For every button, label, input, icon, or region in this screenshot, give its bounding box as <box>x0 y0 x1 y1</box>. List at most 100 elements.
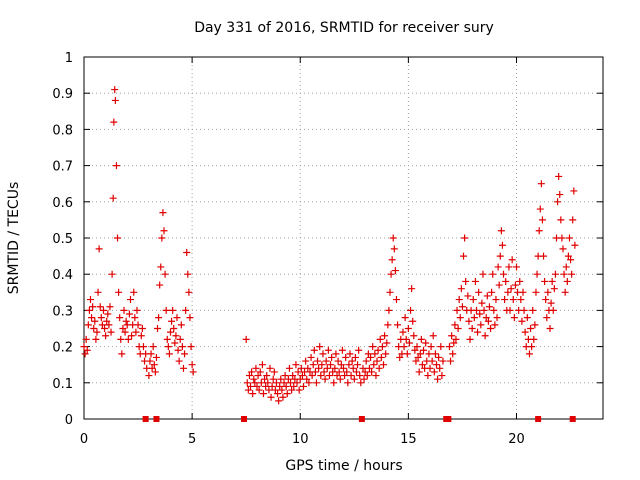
data-point <box>536 205 544 213</box>
data-point <box>471 277 479 285</box>
data-point <box>368 368 376 376</box>
data-point <box>161 270 169 278</box>
data-point <box>418 361 426 369</box>
data-point <box>481 332 489 340</box>
data-point <box>468 325 476 332</box>
data-point <box>495 281 503 289</box>
gap-marker <box>445 416 452 422</box>
x-tick-label: 5 <box>188 432 196 447</box>
data-point <box>381 332 389 340</box>
data-point <box>116 314 124 322</box>
data-point <box>375 364 383 372</box>
data-point <box>103 317 111 325</box>
data-point <box>377 353 385 361</box>
data-point <box>119 325 127 332</box>
data-point <box>562 263 570 271</box>
data-point <box>347 372 355 380</box>
data-point <box>548 277 556 285</box>
data-point <box>138 325 146 332</box>
data-point <box>399 328 407 336</box>
data-point <box>546 325 554 332</box>
x-tick-label: 10 <box>292 432 309 447</box>
data-point <box>474 328 482 336</box>
x-axis-title: GPS time / hours <box>285 458 402 474</box>
data-point <box>396 353 404 361</box>
data-point <box>330 379 338 387</box>
data-point <box>290 382 298 390</box>
data-point <box>496 252 504 260</box>
data-point <box>455 296 463 304</box>
data-point <box>336 375 344 383</box>
data-point <box>254 372 262 380</box>
y-tick-label: 1 <box>65 51 73 66</box>
data-point <box>490 306 498 314</box>
data-point <box>160 227 168 235</box>
data-point <box>528 343 536 351</box>
data-point <box>518 317 526 325</box>
data-point <box>477 321 485 329</box>
data-point <box>370 361 378 369</box>
data-point <box>516 277 524 285</box>
data-point <box>525 350 533 358</box>
data-point <box>322 357 330 365</box>
data-point <box>425 350 433 358</box>
data-point <box>164 343 172 351</box>
data-point <box>371 350 379 358</box>
data-point <box>276 382 284 390</box>
data-point <box>157 263 165 271</box>
data-point <box>102 332 110 340</box>
data-point <box>99 306 107 314</box>
data-point <box>287 379 295 387</box>
data-point <box>320 368 328 376</box>
data-point <box>131 314 139 322</box>
data-point <box>527 325 535 332</box>
data-point <box>557 216 565 224</box>
data-point <box>424 372 432 380</box>
data-point <box>458 303 466 311</box>
data-point <box>563 277 571 285</box>
gap-marker <box>535 416 542 422</box>
data-point <box>279 393 287 401</box>
data-point <box>149 343 157 351</box>
data-point <box>288 386 296 394</box>
data-point <box>411 346 419 354</box>
data-point <box>550 285 558 293</box>
data-point <box>271 386 279 394</box>
data-point <box>530 335 538 343</box>
data-point <box>384 321 392 329</box>
plot-frame <box>83 56 604 420</box>
data-point <box>372 372 380 380</box>
data-point <box>422 339 430 347</box>
data-point <box>133 306 141 314</box>
data-point <box>162 306 170 314</box>
data-point <box>429 332 437 340</box>
data-point <box>484 317 492 325</box>
data-point <box>251 379 259 387</box>
data-point <box>261 375 269 383</box>
data-point <box>507 285 515 293</box>
data-point <box>453 306 461 314</box>
data-point <box>337 361 345 369</box>
data-point <box>439 357 447 365</box>
data-point <box>126 296 134 304</box>
data-point <box>513 263 520 271</box>
data-point <box>329 368 337 376</box>
data-point <box>255 386 263 394</box>
data-point <box>156 281 164 289</box>
data-point <box>363 372 371 380</box>
y-tick-label: 0.8 <box>52 123 73 138</box>
data-point <box>92 335 100 343</box>
data-point <box>511 281 519 289</box>
data-point <box>262 382 270 390</box>
data-point <box>565 234 573 242</box>
data-point <box>341 372 349 380</box>
data-point <box>345 361 353 369</box>
data-point <box>163 335 171 343</box>
data-point <box>278 386 286 394</box>
data-point <box>139 343 147 351</box>
data-point <box>488 288 496 296</box>
data-point <box>483 292 491 300</box>
data-point <box>427 343 435 351</box>
data-point <box>415 368 423 376</box>
data-point <box>352 368 360 376</box>
